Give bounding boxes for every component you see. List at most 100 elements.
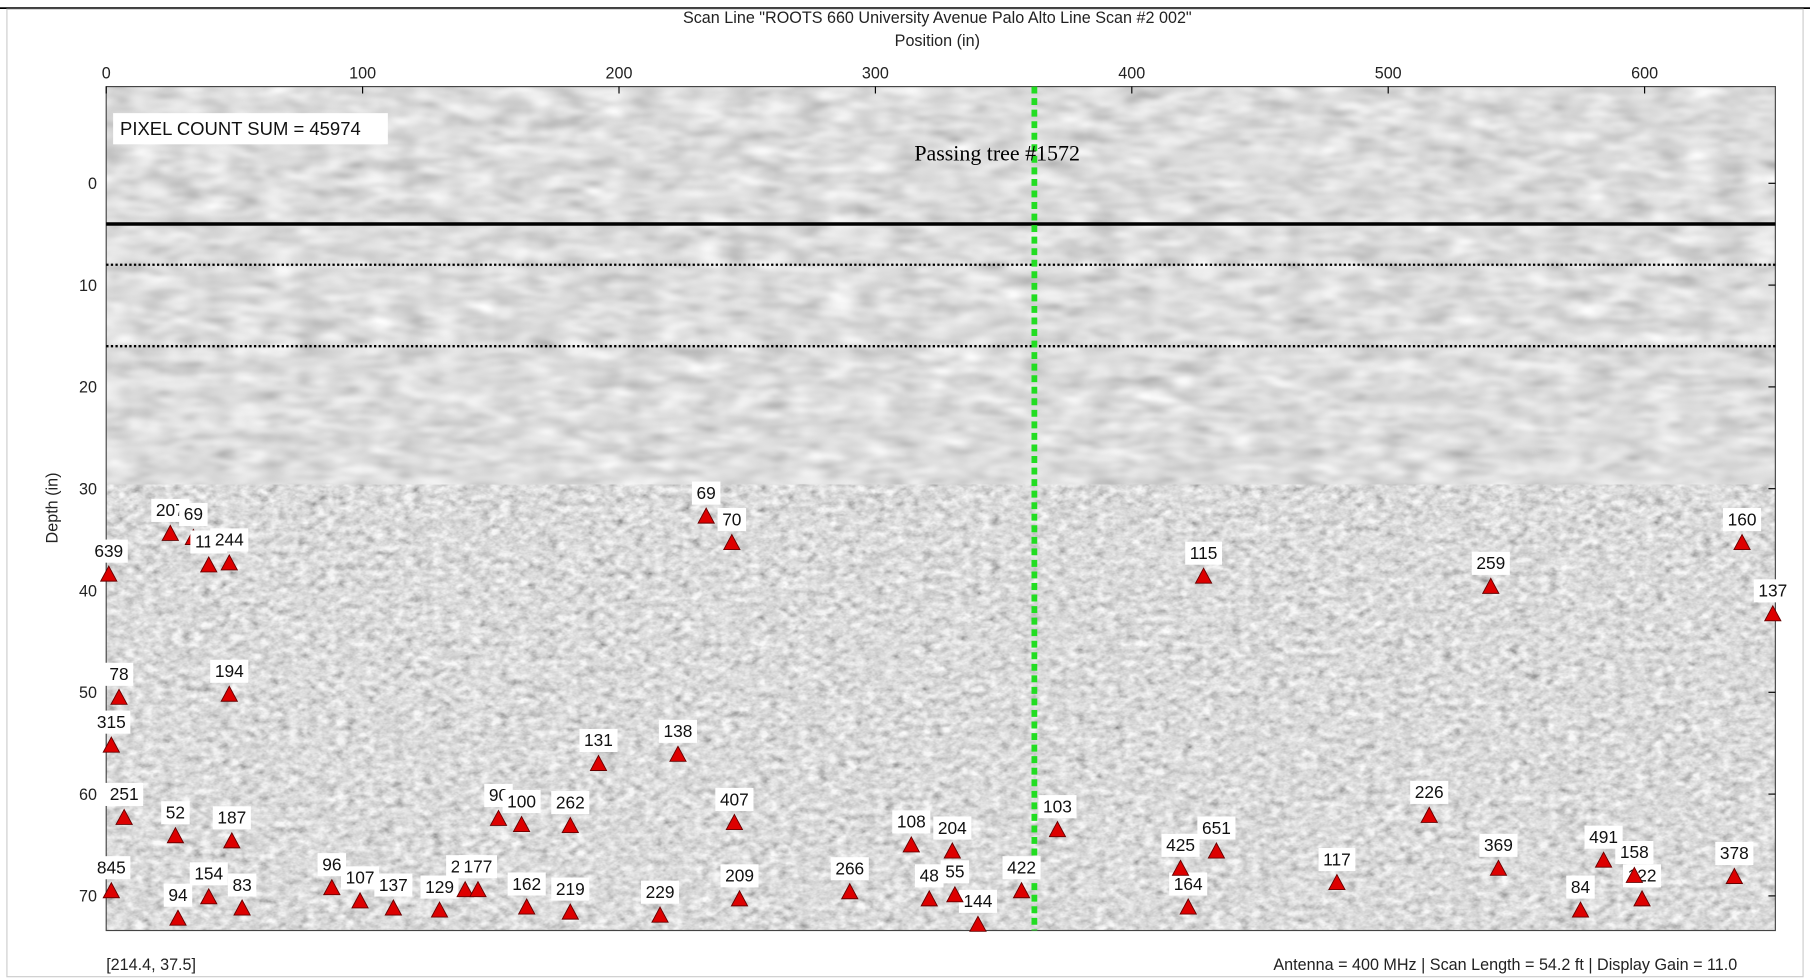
count-text: 262 [556,792,585,812]
count-label: 100 [502,790,541,814]
marker [430,901,449,918]
count-box [915,864,944,888]
count-box [458,855,498,879]
count-text: 407 [720,789,749,809]
count-text: 138 [664,721,693,741]
count-box [1197,816,1236,840]
count-text: 137 [1758,581,1787,601]
count-box [163,883,193,907]
marker [725,813,744,830]
marker [1194,567,1213,584]
marker [517,898,536,915]
count-box [1584,825,1623,849]
count-label: 137 [1753,579,1792,603]
count-text: 55 [945,862,964,882]
marker [1571,901,1590,918]
count-text: 48 [920,866,939,886]
marker [902,835,921,853]
count-text: 491 [1589,827,1618,847]
count-text: 219 [556,879,585,899]
count-label: 48 [915,864,944,888]
count-text: 100 [507,791,536,811]
count-text: 315 [97,712,126,732]
count-box [1722,508,1762,532]
count-box [1038,795,1077,819]
count-text: 154 [194,864,223,884]
marker [99,565,118,582]
marker [233,899,251,916]
count-text: 194 [215,661,244,681]
marker [589,754,608,771]
count-box [189,862,228,886]
count-label: 137 [374,873,413,897]
marker [169,909,187,926]
y-tick-label: 0 [88,175,97,193]
count-label: 845 [92,856,131,880]
count-label: 122 [1622,864,1662,888]
count-box [507,872,546,896]
x-tick-label: 200 [606,65,633,83]
count-text: 244 [215,530,244,550]
y-axis-label: Depth (in) [44,473,62,544]
count-label: 266 [830,857,869,881]
count-text: 162 [512,874,541,894]
count-label: 262 [551,791,590,815]
marker [669,745,687,762]
marker [1625,866,1644,883]
count-label: 158 [1615,840,1654,864]
count-box [1615,840,1654,864]
count-label: 70 [717,508,747,532]
count-box [227,873,257,897]
marker [943,842,962,859]
count-label: 154 [189,862,228,886]
x-tick-label: 500 [1375,65,1402,83]
marker [512,815,531,833]
count-text: 70 [722,509,741,529]
marker [946,885,964,903]
y-tick-label: 20 [79,379,97,397]
marker [1725,867,1744,884]
count-label: 162 [507,872,546,896]
count-label: 187 [212,806,251,830]
count-box [1479,833,1518,857]
count-text: 69 [697,483,716,503]
count-text: 259 [1476,553,1505,573]
x-tick-label: 600 [1631,65,1658,83]
count-box [892,810,931,834]
count-text: 266 [835,859,864,879]
y-tick-label: 10 [79,277,97,295]
count-box [640,880,680,904]
count-label: 96 [317,853,347,877]
count-label: 103 [1038,795,1077,819]
count-box [1753,579,1792,603]
count-text: 137 [379,875,408,895]
count-text: 108 [897,812,926,832]
count-box [1318,848,1356,872]
count-label: 107 [340,866,380,890]
count-text: 845 [97,857,126,877]
count-box [933,816,972,840]
marker [697,507,716,524]
marker [1328,873,1346,891]
count-text: 639 [94,541,123,561]
marker [651,906,669,923]
count-box [958,889,998,913]
count-box [1169,872,1208,896]
count-text: 425 [1166,835,1195,855]
count-text: 207 [156,500,185,520]
count-box [179,502,208,527]
chart-title: Scan Line "ROOTS 660 University Avenue P… [683,9,1192,27]
count-text: 209 [725,866,754,886]
count-text: 69 [184,504,203,524]
count-box [940,860,970,884]
count-label: 131 [579,728,618,753]
count-label: 117 [1318,848,1356,872]
count-box [551,791,590,815]
count-label: 226 [1410,780,1449,804]
marker [1420,806,1439,823]
marker [220,553,239,571]
count-box [717,508,747,532]
count-box [502,790,541,814]
y-tick-label: 50 [79,684,97,702]
